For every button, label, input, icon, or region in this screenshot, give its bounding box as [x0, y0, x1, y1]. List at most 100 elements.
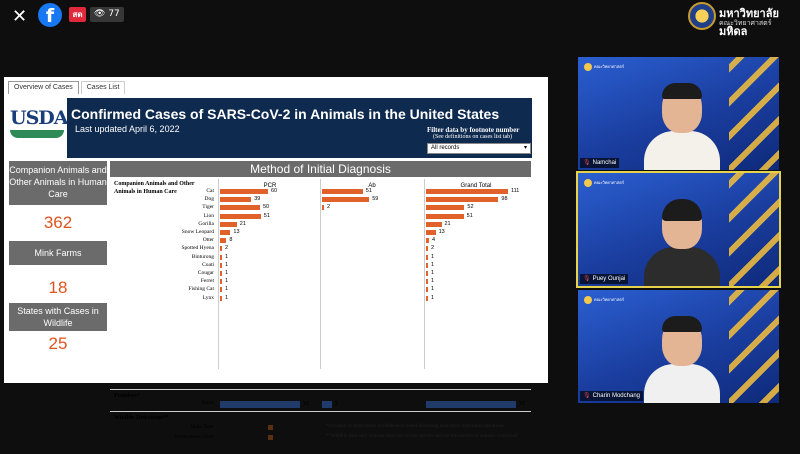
bar-total: [426, 189, 508, 194]
faculty-logo-icon: [584, 296, 592, 304]
column-divider: [218, 179, 219, 369]
value-pcr: 21: [239, 220, 246, 227]
faculty-logo-icon: [584, 63, 592, 71]
mink-farms-label: Mink Farms: [9, 241, 107, 265]
value-total: 13: [438, 229, 445, 235]
value-ab: 59: [372, 196, 379, 203]
value-total: 1: [431, 253, 435, 260]
bar-pcr: [220, 221, 237, 227]
bar-total: [426, 221, 442, 227]
decorative-stripe: [729, 57, 779, 170]
dashboard-title: Confirmed Cases of SARS-CoV-2 in Animals…: [71, 106, 500, 122]
bar-total: [426, 279, 428, 285]
row-label-cat: Cat: [206, 188, 214, 194]
participant-name: Charin Modchang: [592, 393, 640, 399]
participant-name-tag: 🎙 Charin Modchang: [580, 391, 643, 401]
value-total: 18: [519, 401, 526, 407]
close-icon[interactable]: ✕: [12, 6, 28, 27]
participant-body: [644, 131, 720, 170]
bar-pcr: [220, 262, 222, 268]
row-label-dog: Dog: [204, 196, 214, 203]
bar-total: [426, 254, 428, 260]
panel-title: Method of Initial Diagnosis: [110, 161, 531, 177]
bar-ab: [322, 401, 332, 408]
participant-name: Namchai: [592, 160, 617, 166]
viewer-count-value: 77: [108, 9, 120, 19]
group-companion-label: Companion Animals and Other Animals in H…: [114, 181, 195, 195]
university-sub: คณะวิทยาศาสตร์: [719, 19, 772, 27]
value-pcr: 8: [229, 237, 233, 244]
wildlife-marker: [268, 435, 273, 440]
bar-total: [426, 401, 516, 408]
dashboard-header: Confirmed Cases of SARS-CoV-2 in Animals…: [67, 98, 532, 158]
participant-body: [644, 364, 720, 403]
decorative-stripe: [729, 173, 779, 286]
participant-tile[interactable]: คณะวิทยาศาสตร์ 🎙 Charin Modchang: [578, 290, 779, 403]
filter-dropdown[interactable]: All records ▾: [427, 143, 531, 154]
value-total: 111: [511, 188, 520, 194]
companion-label: Companion Animals and Other Animals in H…: [9, 161, 107, 205]
mic-icon: 🎙: [583, 276, 591, 282]
participant-name-tag: 🎙 Namchai: [580, 158, 620, 168]
value-total: 21: [444, 220, 451, 227]
facebook-icon[interactable]: f: [38, 3, 62, 27]
value-pcr: 50: [263, 204, 270, 211]
usda-logo: USDA: [8, 99, 69, 147]
col-head-ab: Ab: [368, 183, 376, 189]
value-pcr: 39: [254, 196, 261, 203]
participant-body: [644, 247, 720, 286]
bar-total: [426, 287, 428, 293]
value-pcr: 1: [225, 278, 229, 285]
participant-name-tag: 🎙 Puey Ounjai: [580, 274, 629, 284]
value-pcr: 51: [263, 212, 270, 219]
value-total: 98: [501, 196, 508, 203]
value-pcr: 16: [303, 401, 310, 407]
bar-pcr: [220, 254, 222, 260]
column-divider: [320, 179, 321, 369]
live-badge: สด: [69, 7, 86, 22]
bar-total: [426, 271, 428, 276]
value-total: 1: [431, 278, 435, 285]
participant-video: [644, 316, 720, 403]
eye-icon: 👁: [94, 9, 106, 19]
summary-sidebar: Companion Animals and Other Animals in H…: [9, 161, 107, 357]
wildlife-states-count: 25: [48, 334, 68, 353]
row-label-white-tailed-deer: White-tailed Deer: [174, 434, 214, 440]
value-total: 52: [467, 204, 474, 211]
chevron-down-icon: ▾: [523, 145, 527, 151]
last-updated: Last updated April 6, 2022: [75, 124, 180, 134]
tab-overview[interactable]: Overview of Cases: [8, 81, 79, 94]
group-premises-label: Premises*: [114, 393, 140, 399]
filter-sub: (See definitions on cases list tab): [433, 134, 513, 140]
mic-icon: 🎙: [583, 160, 591, 166]
university-name: มหาวิทยาลัยมหิดล: [719, 7, 779, 38]
row-label-mule-deer: Mule Deer: [190, 424, 214, 430]
value-pcr: 1: [225, 261, 229, 268]
value-pcr: 1: [225, 270, 229, 276]
dashboard-tabs: Overview of Cases Cases List: [8, 81, 127, 94]
diagnosis-panel: Method of Initial Diagnosis PCR Ab Grand…: [110, 161, 531, 440]
bar-pcr: [220, 213, 261, 219]
bar-total: [426, 205, 465, 211]
bar-pcr: [220, 238, 227, 244]
bar-pcr: [220, 271, 222, 276]
university-logo-icon: [688, 2, 716, 30]
value-ab: 2: [327, 204, 331, 211]
mink-farms-count: 18: [48, 278, 68, 297]
participant-hair: [662, 316, 702, 332]
faculty-logo-icon: [584, 179, 592, 187]
participant-tile-active-speaker[interactable]: คณะวิทยาศาสตร์ 🎙 Puey Ounjai: [576, 171, 781, 288]
tab-cases-list[interactable]: Cases List: [80, 81, 126, 94]
usda-swoosh-icon: [10, 130, 64, 138]
value-total: 1: [431, 270, 435, 276]
value-ab: 51: [365, 188, 372, 194]
group-wildlife-label: Wildlife Detections**: [114, 415, 169, 421]
footnote-1: *Location of some farms is withheld to a…: [326, 424, 506, 429]
bar-total: [426, 238, 429, 244]
value-pcr: 13: [233, 229, 240, 235]
usda-logo-text: USDA: [10, 107, 69, 129]
bar-pcr: [220, 197, 252, 203]
row-label-otter: Otter: [202, 237, 214, 244]
bar-pcr: [220, 287, 222, 293]
participant-tile[interactable]: คณะวิทยาศาสตร์ 🎙 Namchai: [578, 57, 779, 170]
